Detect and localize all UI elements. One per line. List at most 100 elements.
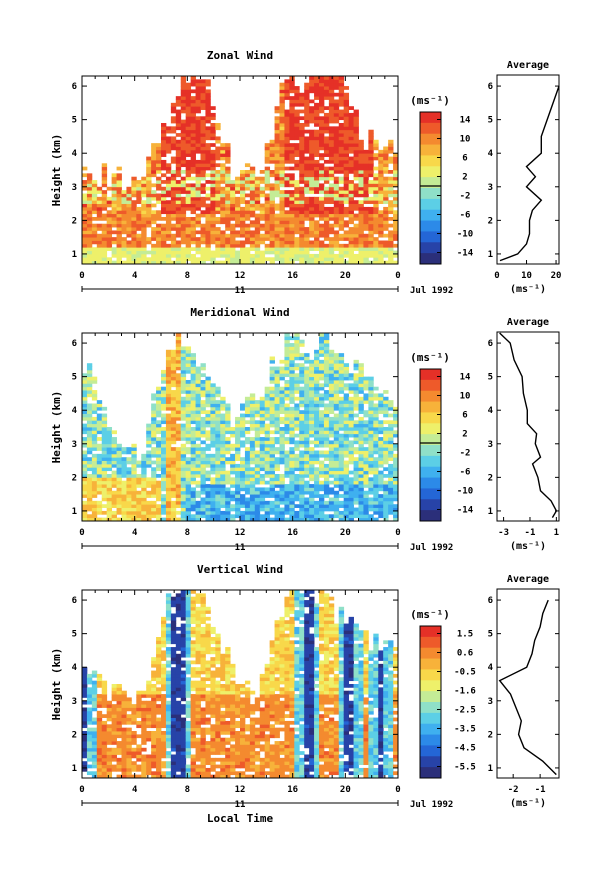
colorbar-swatch (420, 188, 441, 200)
colorbar-swatch (420, 177, 441, 189)
heatmap-field (82, 333, 399, 522)
average-frame (496, 74, 560, 265)
y-tick-label: 1 (72, 250, 77, 260)
y-tick-label: 3 (72, 697, 77, 707)
colorbar-swatch (420, 658, 441, 670)
colorbar-swatch (420, 510, 441, 522)
colorbar-tick-label: -2 (460, 192, 471, 202)
average-x-label: (ms⁻¹) (510, 798, 546, 809)
average-x-tick-label: 0 (494, 271, 499, 281)
average-y-tick-label: 3 (488, 440, 493, 450)
x-tick-label: 16 (287, 528, 298, 538)
x-tick-label: 20 (340, 271, 351, 281)
panel-title: Meridional Wind (190, 306, 289, 319)
y-tick-label: 5 (72, 630, 77, 640)
date-label: Jul 1992 (410, 286, 453, 296)
x-tick-label: 16 (287, 271, 298, 281)
average-frame (496, 331, 560, 522)
colorbar-swatch (420, 242, 441, 254)
average-y-tick-label: 2 (488, 730, 493, 740)
average-y-tick-label: 2 (488, 216, 493, 226)
average-x-tick-label: 10 (521, 271, 532, 281)
colorbar-swatch (420, 734, 441, 746)
heatmap-field (82, 590, 399, 779)
x-tick-label: 0 (79, 785, 84, 795)
panel-title: Zonal Wind (207, 49, 273, 62)
colorbar-frame (419, 625, 442, 779)
colorbar-swatch (420, 756, 441, 768)
colorbar-swatch (420, 144, 441, 156)
average-y-tick-label: 2 (488, 473, 493, 483)
x-tick-label: 4 (132, 785, 138, 795)
colorbar-swatch (420, 198, 441, 211)
colorbar-tick-label: -6 (460, 211, 471, 221)
colorbar-tick-label: -14 (457, 506, 474, 516)
average-y-tick-label: 1 (488, 764, 493, 774)
x-tick-label: 8 (185, 528, 190, 538)
colorbar-swatch (420, 253, 441, 265)
colorbar-swatch (420, 626, 441, 638)
y-axis-label: Height (km) (50, 648, 63, 721)
average-y-tick-label: 6 (488, 596, 493, 606)
colorbar-tick-label: 0.6 (457, 649, 473, 659)
colorbar-swatch (420, 112, 441, 124)
average-x-tick-label: -3 (498, 528, 509, 538)
colorbar-tick-label: 2 (462, 173, 467, 183)
date-label: Jul 1992 (410, 800, 453, 810)
colorbar-tick-label: -4.5 (454, 744, 476, 754)
average-x-tick-label: 20 (551, 271, 562, 281)
colorbar-swatch (420, 412, 441, 424)
average-y-tick-label: 6 (488, 339, 493, 349)
y-tick-label: 6 (72, 82, 77, 92)
average-profile-line (498, 599, 557, 776)
colorbar-swatch (420, 423, 441, 435)
y-tick-label: 5 (72, 116, 77, 126)
colorbar-swatch (420, 723, 441, 736)
average-frame (496, 588, 560, 779)
colorbar-tick-label: -10 (457, 487, 473, 497)
colorbar-swatch (420, 669, 441, 681)
colorbar-swatch (420, 488, 441, 500)
y-tick-label: 6 (72, 596, 77, 606)
x-tick-label: 16 (287, 785, 298, 795)
colorbar-swatch (420, 220, 441, 232)
average-y-tick-label: 1 (488, 250, 493, 260)
date-label: Jul 1992 (410, 543, 453, 553)
y-tick-label: 1 (72, 764, 77, 774)
x-tick-label: 0 (395, 528, 400, 538)
average-y-tick-label: 5 (488, 630, 493, 640)
y-tick-label: 1 (72, 507, 77, 517)
heatmap-field (82, 76, 399, 265)
colorbar-tick-label: -1.6 (454, 687, 476, 697)
colorbar-swatch (420, 122, 441, 135)
colorbar-swatch (420, 691, 441, 703)
colorbar-tick-label: 10 (460, 135, 471, 145)
colorbar-swatch (420, 680, 441, 692)
y-tick-label: 2 (72, 730, 77, 740)
panel-title: Vertical Wind (197, 563, 283, 576)
colorbar-unit-label: (ms⁻¹) (410, 608, 450, 621)
average-x-label: (ms⁻¹) (510, 541, 546, 552)
y-tick-label: 2 (72, 473, 77, 483)
average-x-tick-label: -2 (508, 785, 519, 795)
x-tick-label: 0 (395, 785, 400, 795)
colorbar-tick-label: -3.5 (454, 725, 476, 735)
average-x-label: (ms⁻¹) (510, 284, 546, 295)
average-y-tick-label: 3 (488, 697, 493, 707)
y-tick-label: 6 (72, 339, 77, 349)
colorbar-swatch (420, 369, 441, 381)
average-y-tick-label: 4 (488, 663, 494, 673)
colorbar-tick-label: -5.5 (454, 763, 476, 773)
average-title: Average (507, 60, 549, 71)
average-profile-line (499, 85, 560, 262)
y-tick-label: 3 (72, 440, 77, 450)
colorbar-tick-label: -0.5 (454, 668, 476, 678)
average-x-tick-label: -1 (525, 528, 536, 538)
colorbar-unit-label: (ms⁻¹) (410, 94, 450, 107)
x-tick-label: 0 (395, 271, 400, 281)
y-tick-label: 4 (72, 406, 78, 416)
average-y-tick-label: 5 (488, 373, 493, 383)
average-y-tick-label: 6 (488, 82, 493, 92)
colorbar-tick-label: 6 (462, 154, 467, 164)
